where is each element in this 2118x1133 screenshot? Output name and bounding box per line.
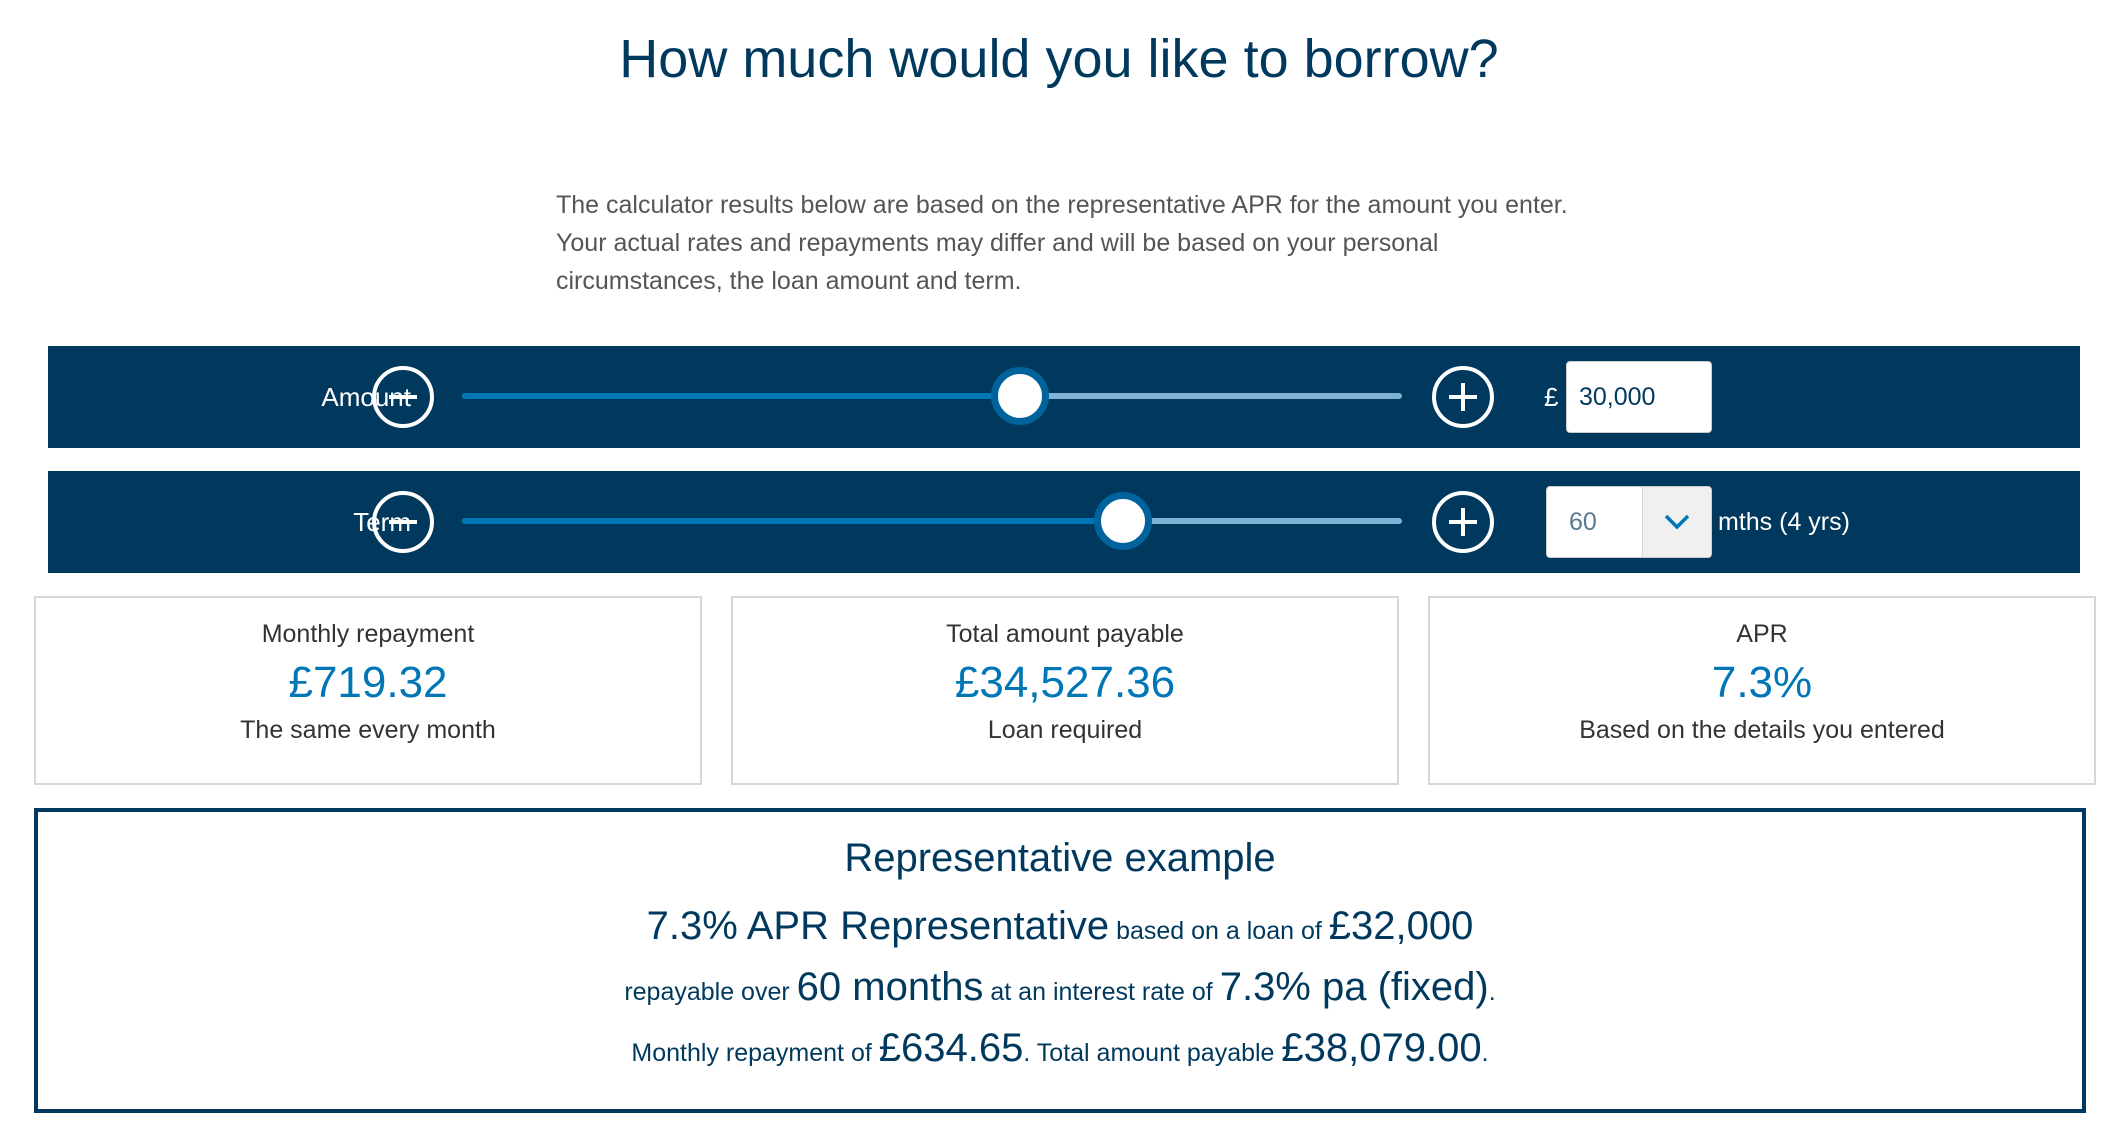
period: . bbox=[1488, 978, 1496, 1006]
card-value: £34,527.36 bbox=[954, 658, 1176, 707]
loan-text: based on a loan of bbox=[1116, 917, 1322, 945]
page-title: How much would you like to borrow? bbox=[619, 29, 1499, 89]
monthly-text: Monthly repayment of bbox=[631, 1039, 872, 1067]
interest-rate: 7.3% pa (fixed) bbox=[1219, 965, 1489, 1009]
monthly-repayment-value: £634.65 bbox=[878, 1026, 1024, 1070]
intro-text: The calculator results below are based o… bbox=[556, 186, 1586, 300]
amount-decrease-button[interactable] bbox=[372, 366, 434, 428]
rate-text: at an interest rate of bbox=[990, 978, 1213, 1006]
intro-line: circumstances, the loan amount and term. bbox=[556, 267, 1022, 295]
repay-text: repayable over bbox=[624, 978, 790, 1006]
representative-line: 7.3% APR Representative based on a loan … bbox=[38, 904, 2082, 949]
representative-example: Representative example 7.3% APR Represen… bbox=[34, 808, 2086, 1113]
total-payable-card: Total amount payable £34,527.36 Loan req… bbox=[731, 596, 1399, 785]
card-subtext: Loan required bbox=[987, 716, 1143, 744]
term-slider-handle[interactable] bbox=[1094, 492, 1152, 550]
apr-representative: 7.3% APR Representative bbox=[646, 904, 1110, 948]
term-suffix: mths (4 yrs) bbox=[1718, 508, 1850, 536]
amount-control-bar: Amount £ bbox=[48, 346, 2080, 448]
amount-slider-fill bbox=[462, 393, 1017, 399]
term-increase-button[interactable] bbox=[1432, 491, 1494, 553]
term-decrease-button[interactable] bbox=[372, 491, 434, 553]
card-subtext: Based on the details you entered bbox=[1579, 716, 1945, 744]
term-slider-track[interactable] bbox=[462, 492, 1402, 550]
representative-line: Monthly repayment of £634.65. Total amou… bbox=[38, 1026, 2082, 1071]
term-control-bar: Term 60 mths (4 yrs) bbox=[48, 471, 2080, 573]
term-select[interactable]: 60 bbox=[1546, 486, 1712, 558]
period: . bbox=[1481, 1039, 1489, 1067]
intro-line: The calculator results below are based o… bbox=[556, 191, 1568, 219]
representative-line: repayable over 60 months at an interest … bbox=[38, 965, 2082, 1010]
monthly-repayment-card: Monthly repayment £719.32 The same every… bbox=[34, 596, 702, 785]
card-label: Total amount payable bbox=[946, 620, 1184, 648]
card-value: £719.32 bbox=[288, 658, 448, 707]
chevron-down-icon[interactable] bbox=[1642, 487, 1711, 557]
currency-symbol: £ bbox=[1544, 382, 1559, 412]
intro-line: Your actual rates and repayments may dif… bbox=[556, 229, 1439, 257]
total-text: . Total amount payable bbox=[1023, 1039, 1275, 1067]
term-slider-fill bbox=[462, 518, 1120, 524]
amount-slider-handle[interactable] bbox=[990, 367, 1049, 425]
term-months: 60 months bbox=[796, 965, 984, 1009]
representative-title: Representative example bbox=[844, 836, 1276, 880]
loan-amount: £32,000 bbox=[1328, 904, 1474, 948]
card-subtext: The same every month bbox=[240, 716, 496, 744]
amount-input[interactable] bbox=[1566, 361, 1712, 433]
total-payable-value: £38,079.00 bbox=[1281, 1026, 1482, 1070]
card-label: APR bbox=[1736, 620, 1788, 648]
amount-increase-button[interactable] bbox=[1432, 366, 1494, 428]
amount-slider-track[interactable] bbox=[462, 367, 1402, 425]
card-label: Monthly repayment bbox=[261, 620, 475, 648]
apr-card: APR 7.3% Based on the details you entere… bbox=[1428, 596, 2096, 785]
card-value: 7.3% bbox=[1711, 658, 1813, 707]
term-select-value: 60 bbox=[1569, 508, 1597, 536]
